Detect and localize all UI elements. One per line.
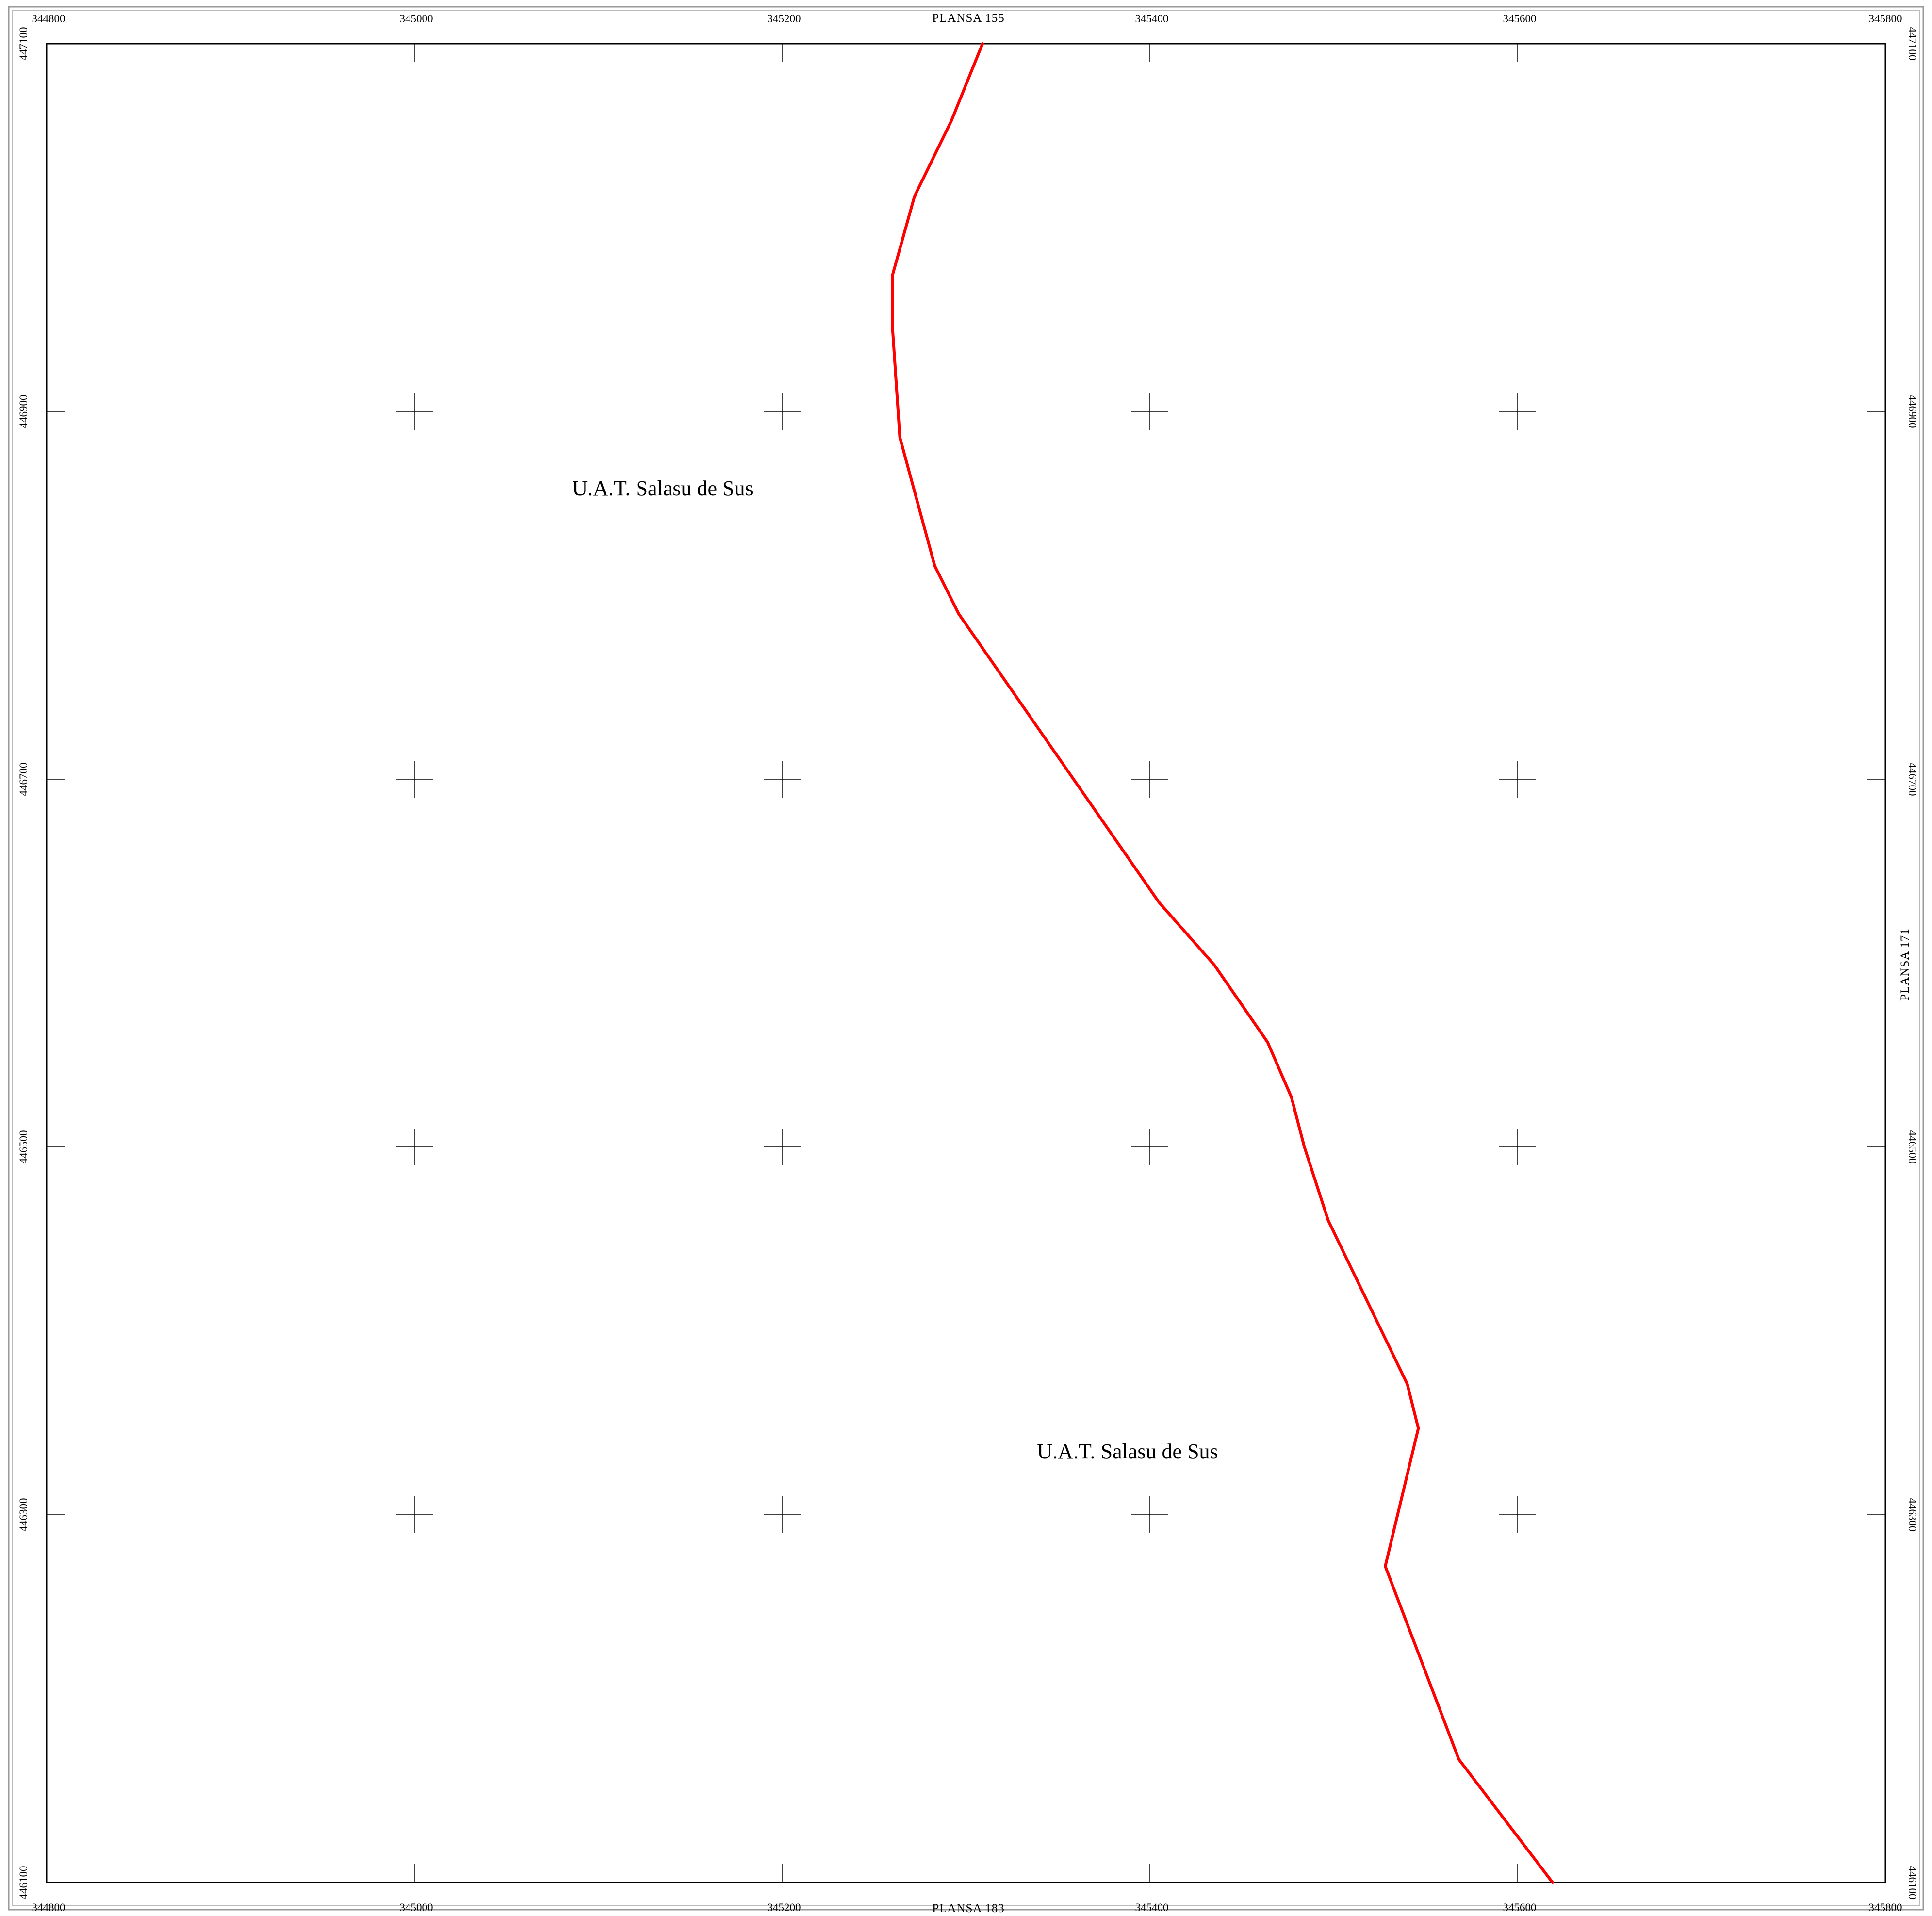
uat-area-label: U.A.T. Salasu de Sus xyxy=(572,476,753,500)
northing-label-right: 446700 xyxy=(1906,763,1918,796)
outer-frame xyxy=(8,6,1924,1911)
northing-label-left: 446500 xyxy=(17,1130,30,1164)
grid-crosses xyxy=(396,393,1536,1533)
uat-boundary-line xyxy=(891,42,1554,1884)
northing-label-right: 446900 xyxy=(1906,395,1918,428)
easting-label-bottom: 344800 xyxy=(32,1901,65,1914)
easting-label-top: 344800 xyxy=(32,13,65,25)
adjacent-sheet-right: PLANSA 171 xyxy=(1899,928,1912,1001)
easting-label-top: 345400 xyxy=(1135,13,1169,25)
easting-label-top: 345600 xyxy=(1503,13,1537,25)
map-neatline xyxy=(46,43,1886,1883)
easting-label-top: 345800 xyxy=(1869,13,1902,25)
adjacent-sheet-bottom: PLANSA 183 xyxy=(932,1902,1005,1915)
northing-label-left: 446100 xyxy=(17,1866,30,1900)
northing-label-right: 446100 xyxy=(1906,1866,1918,1900)
northing-label-left: 446300 xyxy=(17,1498,30,1532)
easting-label-bottom: 345800 xyxy=(1869,1901,1902,1914)
inner-frame-line xyxy=(12,10,1920,1906)
northing-label-left: 446900 xyxy=(17,395,30,428)
northing-label-left: 447100 xyxy=(17,27,30,61)
northing-label-left: 446700 xyxy=(17,763,30,796)
edge-ticks xyxy=(47,44,1885,1883)
northing-label-right: 446500 xyxy=(1906,1130,1918,1164)
easting-label-top: 345200 xyxy=(768,13,801,25)
easting-label-bottom: 345000 xyxy=(400,1901,433,1914)
northing-label-right: 447100 xyxy=(1906,27,1918,61)
northing-label-right: 446300 xyxy=(1906,1498,1918,1532)
easting-label-top: 345000 xyxy=(400,13,433,25)
easting-label-bottom: 345400 xyxy=(1135,1901,1169,1914)
easting-label-bottom: 345200 xyxy=(768,1901,801,1914)
easting-label-bottom: 345600 xyxy=(1503,1901,1537,1914)
uat-area-label: U.A.T. Salasu de Sus xyxy=(1037,1440,1218,1463)
adjacent-sheet-top: PLANSA 155 xyxy=(932,12,1005,25)
